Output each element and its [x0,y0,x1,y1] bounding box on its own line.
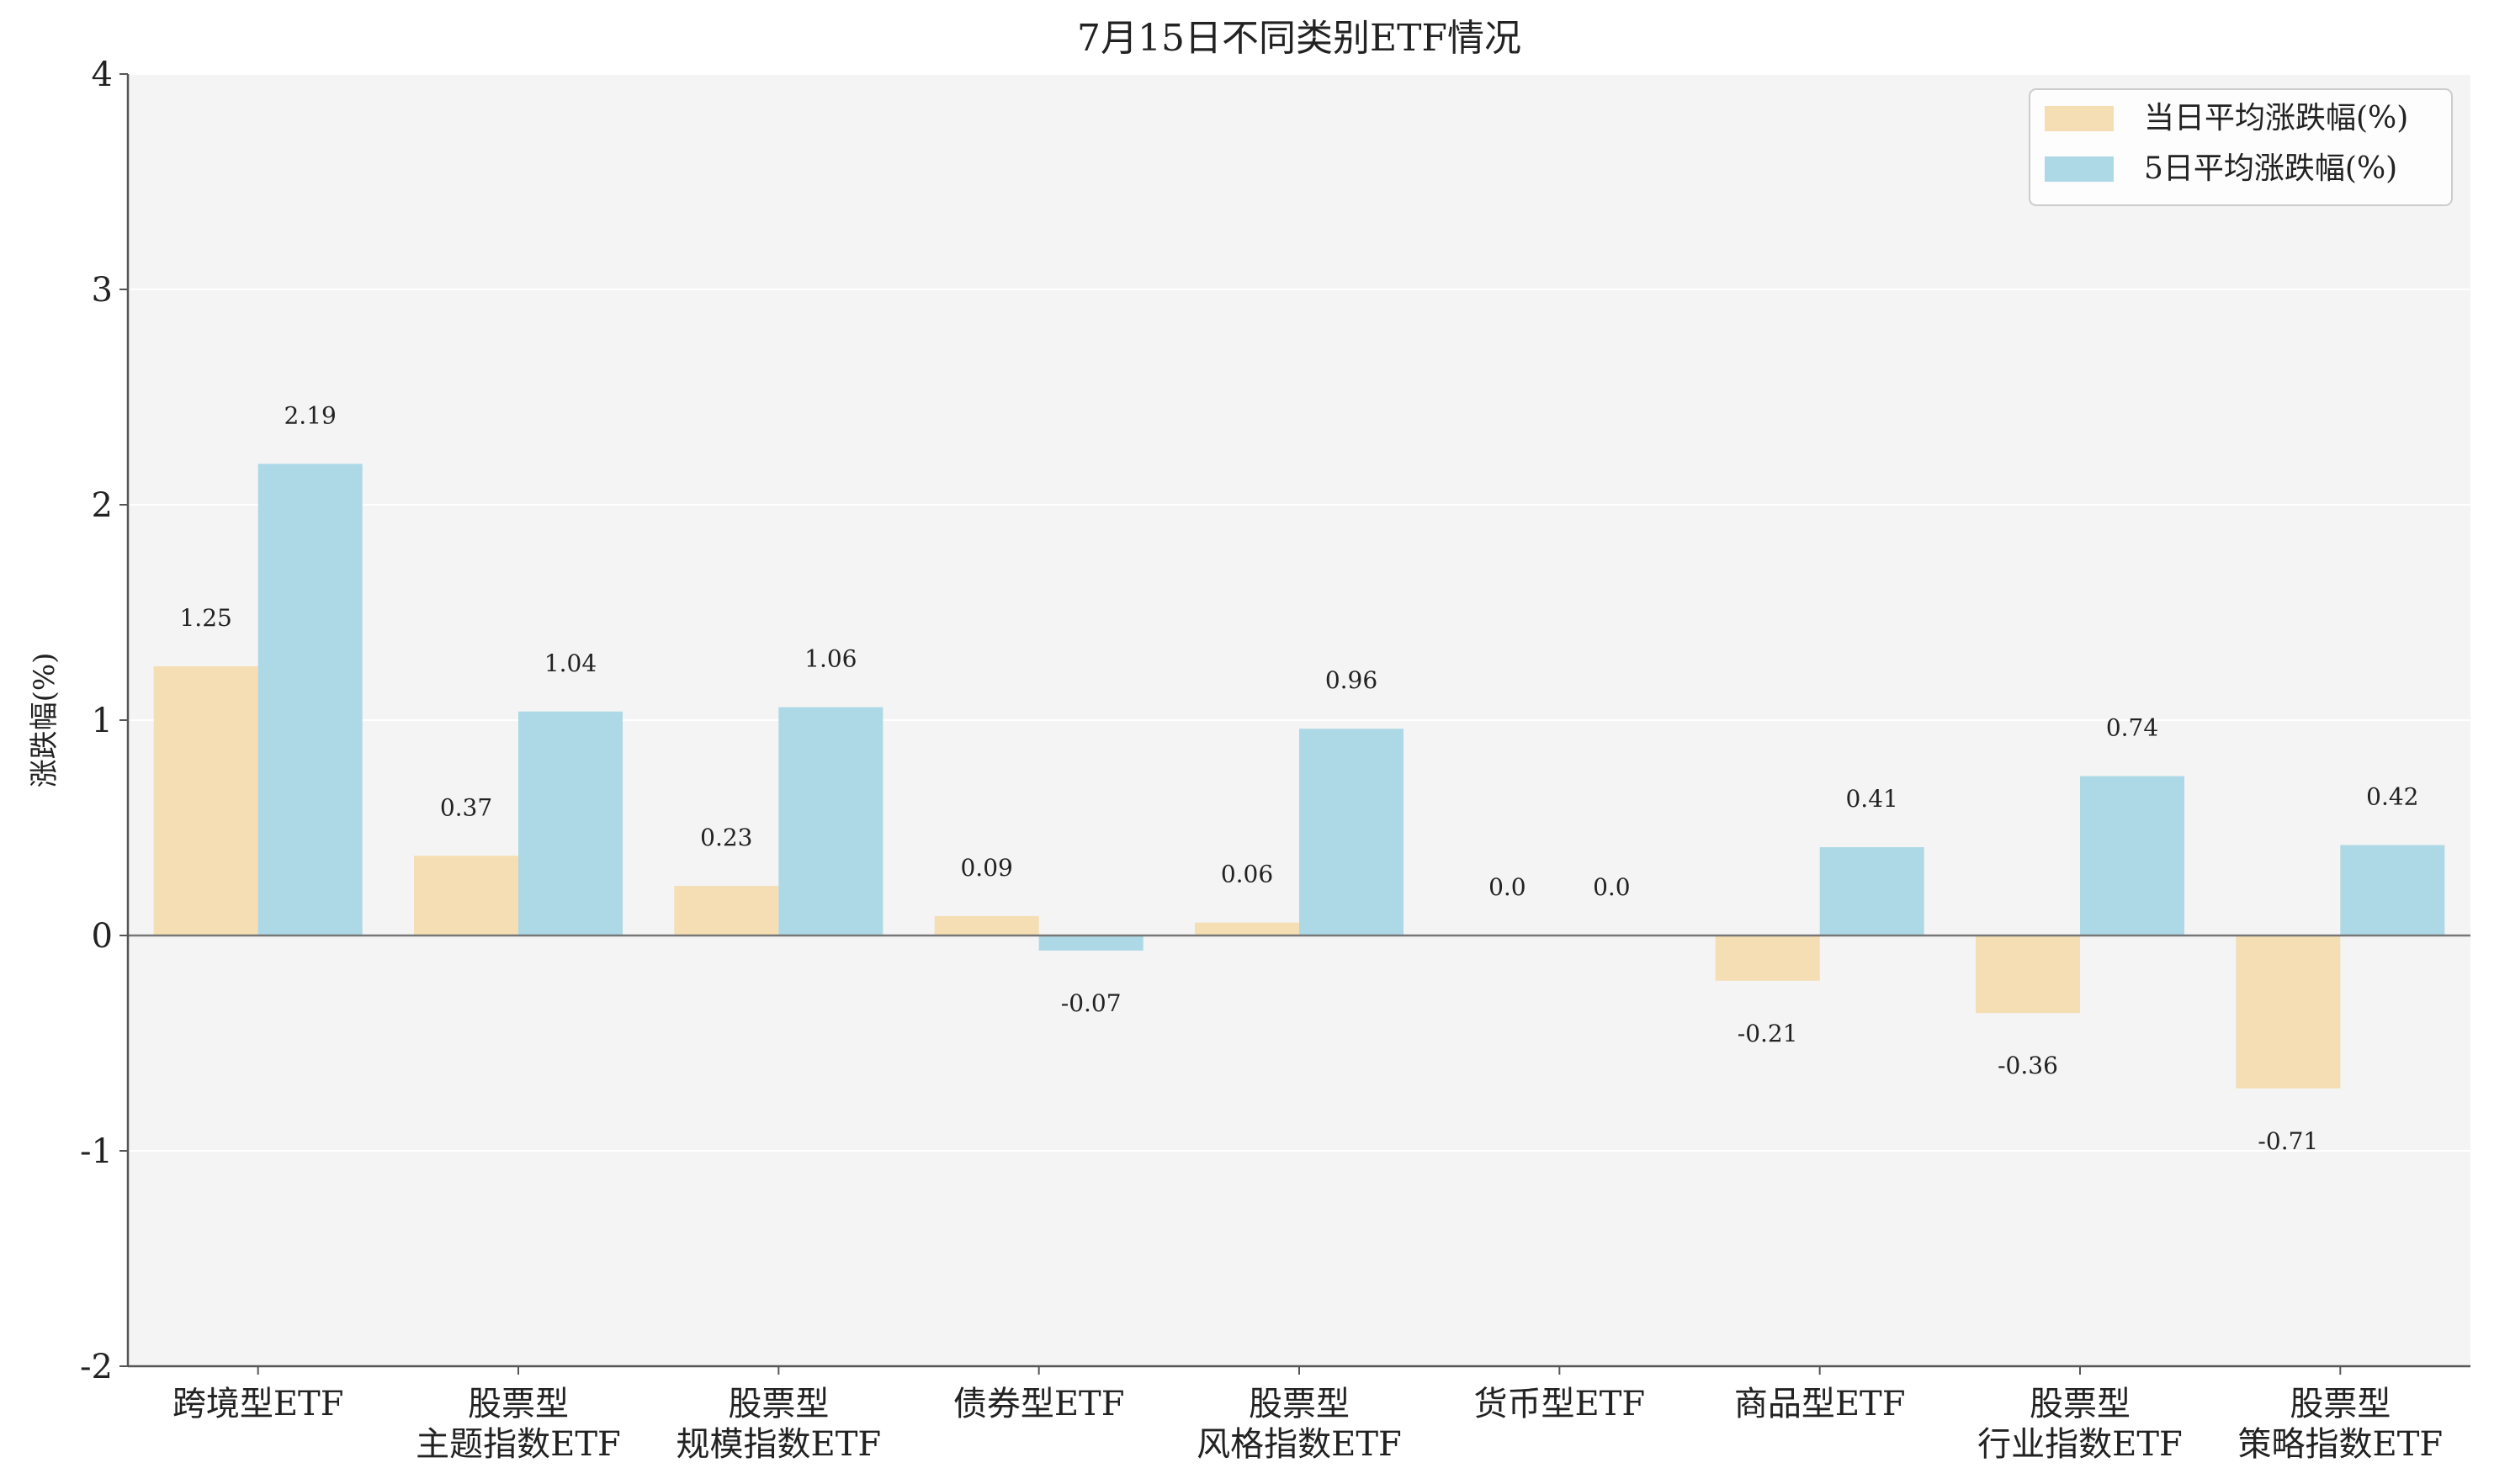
data-labels: 1.25 2.19 0.37 1.04 0.23 1.06 0.09 -0.07 0.06 0.9… [179,401,2418,1154]
x-tick-line: 行业指数ETF [1977,1425,2183,1464]
x-tick-label: 股票型策略指数ETF [2238,1385,2444,1464]
bar [257,464,363,935]
legend: 当日平均涨跌幅(%) 5日平均涨跌幅(%) [2029,88,2453,206]
x-tick-line: 风格指数ETF [1197,1425,1402,1464]
data-label: -0.36 [1998,1052,2058,1079]
data-label: 0.23 [700,824,752,851]
data-label: -0.71 [2258,1127,2318,1155]
x-tick-label: 商品型ETF [1734,1385,1906,1423]
y-tick-label: 0 [92,917,113,956]
x-tick-label: 股票型风格指数ETF [1197,1385,1402,1464]
bars [153,464,2445,1089]
data-label: 0.96 [1325,666,1377,694]
axes [119,73,2470,1375]
y-tick-label: -1 [80,1132,113,1171]
bar [2236,935,2341,1089]
x-tick-line: 主题指数ETF [416,1425,621,1464]
data-label: 0.42 [2366,782,2418,810]
data-label: -0.21 [1738,1020,1798,1047]
legend-swatch [2045,156,2114,182]
bar [1038,935,1144,951]
data-label: 0.0 [1593,873,1631,901]
x-tick-label: 股票型主题指数ETF [416,1385,621,1464]
data-label: -0.07 [1061,989,1122,1017]
data-label: 2.19 [284,401,336,429]
x-tick-label: 货币型ETF [1474,1385,1646,1423]
bar [414,856,518,935]
data-label: 0.74 [2106,714,2158,742]
legend-box [2029,88,2453,206]
data-label: 0.09 [960,854,1012,882]
x-tick-line: 规模指数ETF [677,1425,882,1464]
x-tick-line: 跨境型ETF [172,1385,344,1423]
legend-label: 5日平均涨跌幅(%) [2144,151,2397,186]
y-axis-label: 涨跌幅(%) [28,653,61,788]
x-tick-label: 债券型ETF [953,1385,1125,1423]
chart-title: 7月15日不同类别ETF情况 [1077,17,1521,60]
data-label: 0.0 [1488,873,1526,901]
bar [1819,847,1924,935]
y-tick-label: 1 [92,702,113,740]
y-tick-label: -2 [80,1348,113,1386]
data-label: 0.41 [1845,785,1897,813]
data-label: 1.04 [544,649,597,677]
x-tick-line: 策略指数ETF [2238,1425,2444,1464]
bar [778,707,884,935]
bar [518,711,623,935]
x-tick-line: 股票型 [1249,1385,1350,1423]
x-tick-label: 跨境型ETF [172,1385,344,1423]
x-tick-line: 股票型 [728,1385,829,1423]
bar [2080,776,2184,935]
bar [934,915,1039,935]
y-tick-label: 4 [92,56,113,94]
x-tick-line: 股票型 [468,1385,569,1423]
bar [1195,922,1299,935]
y-tick-label: 3 [92,271,113,310]
legend-label: 当日平均涨跌幅(%) [2144,101,2408,135]
data-label: 1.25 [179,604,231,632]
bar [1976,935,2080,1014]
x-tick-line: 货币型ETF [1474,1385,1646,1423]
x-tick-line: 商品型ETF [1734,1385,1906,1423]
x-tick-label: 股票型规模指数ETF [677,1385,882,1464]
bar [674,886,779,935]
data-label: 0.37 [440,793,492,821]
x-tick-line: 股票型 [2030,1385,2131,1423]
data-label: 0.06 [1221,861,1273,888]
bar [1715,935,1820,981]
legend-swatch [2045,106,2114,131]
bar [2340,845,2445,935]
bar [153,666,258,935]
bar [1299,729,1404,935]
x-tick-line: 股票型 [2290,1385,2391,1423]
x-tick-line: 债券型ETF [953,1385,1125,1423]
x-tick-label: 股票型行业指数ETF [1977,1385,2183,1464]
data-label: 1.06 [804,645,857,673]
y-tick-label: 2 [92,486,113,525]
